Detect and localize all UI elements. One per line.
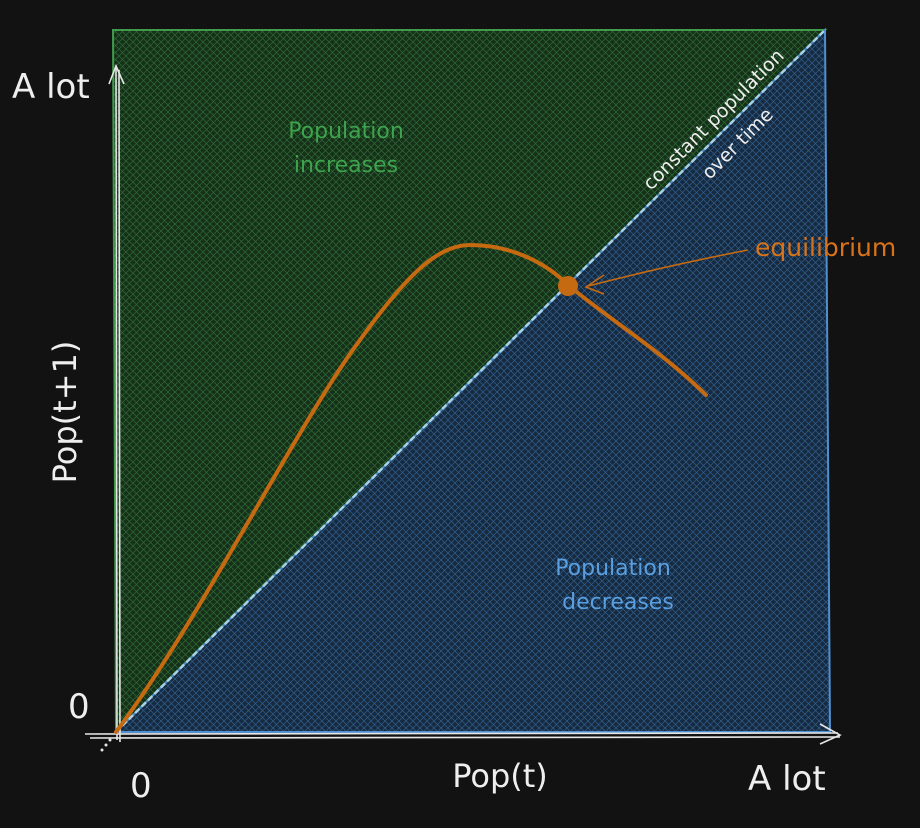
origin-dots — [100, 738, 112, 752]
increases-label-line1: Population — [288, 119, 404, 144]
y-top-label: A lot — [12, 67, 90, 107]
population-curve — [114, 242, 708, 734]
y-zero-label: 0 — [68, 687, 90, 727]
x-right-label: A lot — [748, 759, 826, 799]
decreases-label-line2: decreases — [562, 590, 674, 615]
x-axis — [84, 723, 842, 745]
y-axis-label: Pop(t+1) — [46, 341, 84, 484]
constant-population-line — [115, 29, 826, 733]
equilibrium-label: equilibrium — [755, 233, 896, 262]
decreases-label-line1: Population — [555, 556, 671, 581]
equilibrium-point — [558, 276, 578, 296]
increases-label-line2: increases — [294, 153, 398, 178]
equilibrium-arrow — [584, 249, 749, 295]
x-axis-label: Pop(t) — [452, 757, 548, 795]
x-zero-label: 0 — [130, 766, 152, 806]
y-axis — [108, 63, 125, 743]
